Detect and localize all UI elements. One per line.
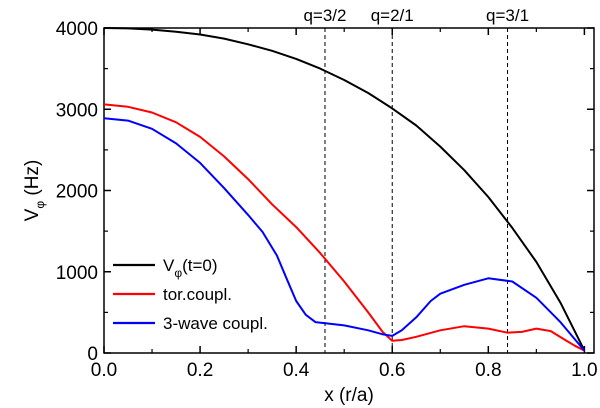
series-line-1	[103, 103, 585, 352]
series-line-2	[103, 117, 586, 352]
y-axis-label-rest: (Hz)	[22, 160, 43, 201]
legend-label-2: 3-wave coupl.	[163, 314, 268, 333]
legend: Vφ(t=0) tor.coupl. 3-wave coupl.	[113, 256, 268, 333]
y-axis-label-main: V	[22, 208, 43, 221]
x-tick-label: 0.2	[187, 360, 213, 381]
x-tick-label: 0.4	[283, 360, 310, 381]
x-axis-label: x (r/a)	[324, 385, 374, 406]
y-axis-label-sub: φ	[33, 201, 47, 209]
legend-label-0: Vφ(t=0)	[163, 256, 218, 280]
x-tick-label: 0.8	[475, 360, 501, 381]
y-tick-label: 2000	[56, 182, 98, 203]
y-tick-label: 3000	[56, 100, 98, 121]
y-axis-label: Vφ (Hz)	[22, 160, 47, 222]
series-line-0	[103, 27, 586, 352]
rational-surface-label: q=3/1	[486, 6, 529, 25]
x-tick-label: 0.6	[379, 360, 405, 381]
x-tick-label: 0.0	[91, 360, 117, 381]
y-tick-label: 0	[87, 344, 98, 365]
x-tick-label: 1.0	[571, 360, 597, 381]
rational-surface-label: q=2/1	[371, 6, 414, 25]
y-tick-label: 4000	[56, 19, 98, 40]
legend-label-1: tor.coupl.	[163, 285, 232, 304]
rational-surface-label: q=3/2	[303, 6, 346, 25]
y-tick-label: 1000	[56, 263, 98, 284]
plot-frame	[103, 27, 595, 354]
